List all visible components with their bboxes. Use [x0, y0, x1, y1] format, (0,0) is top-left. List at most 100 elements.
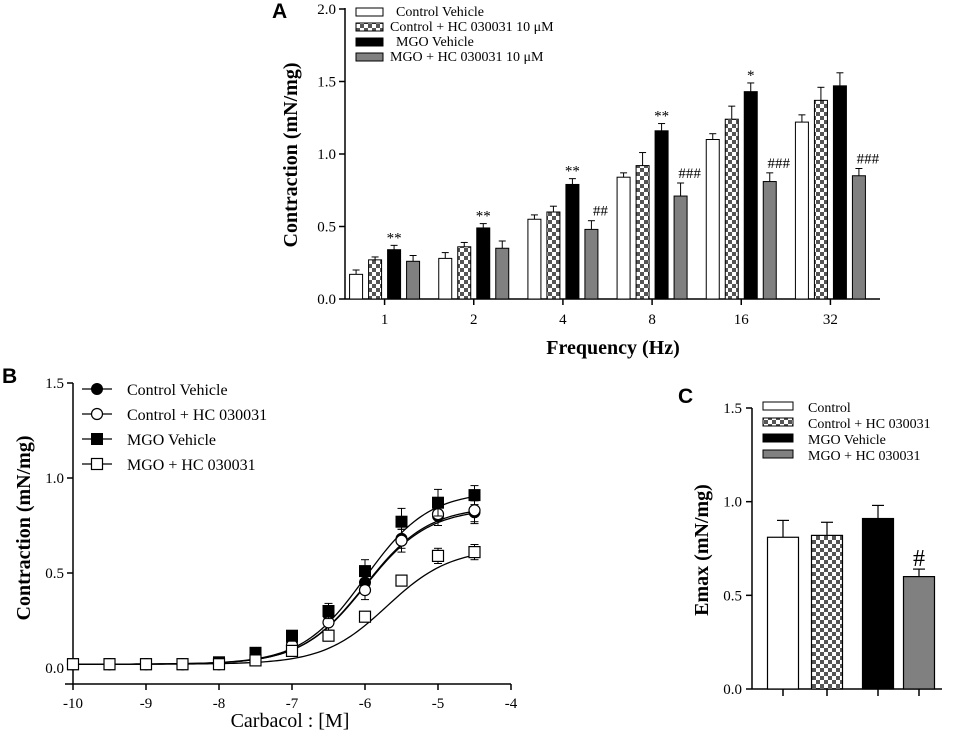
panel-b-point-control-hc	[358, 583, 372, 597]
panel-a-bar-control-vehicle	[616, 176, 631, 300]
panel-c-chart: C 0.0 0.5 1.0 1.5 # Emax (mN/mg) ControlCon…	[678, 385, 942, 698]
panel-a-chart: A 0.0 0.5 1.0 1.5 2.0 1 2 4 8 16 32 ** ** ** ## ** ### *…	[272, 0, 880, 359]
panel-b-x-tick-label: -8	[213, 696, 226, 712]
panel-b-point-mgo-hc	[431, 549, 445, 563]
panel-a-bar-control-vehicle	[705, 139, 720, 300]
panel-c-legend-swatch-mgo-vehicle	[762, 433, 794, 443]
panel-b-x-tick-label: -4	[505, 696, 518, 712]
panel-a-y-tick-label: 0.0	[317, 292, 336, 308]
panel-a-bar-control-vehicle	[349, 273, 364, 300]
panel-a-significance-label: **	[565, 164, 580, 180]
panel-a-x-tick-label: 1	[381, 312, 389, 328]
panel-a-bar-mgo-hc	[762, 181, 777, 300]
panel-a-bar-mgo-vehicle	[565, 183, 580, 300]
panel-b-y-tick-label: 1.0	[45, 471, 64, 487]
panel-b-point-mgo-hc	[176, 658, 189, 671]
panel-a-x-tick-label: 2	[470, 312, 478, 328]
panel-b-legend-marker-mgo-vehicle	[91, 433, 103, 445]
panel-b-x-tick-label: -10	[63, 696, 83, 712]
panel-a-bar-mgo-vehicle	[743, 91, 758, 300]
panel-a-legend-swatch-control-hc	[355, 22, 384, 32]
panel-a-bar-mgo-hc	[584, 228, 599, 300]
panel-c-y-tick-label: 1.0	[723, 495, 742, 511]
panel-c-bar-control-vehicle	[766, 536, 800, 690]
panel-a-significance-label: **	[387, 230, 402, 246]
panel-a-significance-label: ###	[678, 166, 701, 182]
panel-a-legend-swatch-mgo-hc	[355, 52, 384, 62]
panel-a-bar-control-hc	[457, 246, 472, 300]
panel-b-point-mgo-hc	[103, 658, 116, 671]
panel-a-x-tick-label: 4	[559, 312, 567, 328]
panel-a-bar-control-vehicle	[527, 218, 542, 300]
panel-b-legend: Control Vehicle Control + HC 030031 MGO Ve…	[82, 382, 267, 474]
panel-a-significance-label: ###	[768, 156, 791, 172]
panel-c-y-tick-label: 0.5	[723, 588, 742, 604]
panel-c-legend-label-mgo-hc: MGO + HC 030031	[808, 449, 921, 464]
panel-a-bar-control-hc	[724, 118, 739, 300]
panel-c-significance-label: #	[913, 546, 925, 572]
panel-a-y-tick-label: 1.5	[317, 75, 336, 91]
panel-b-point-mgo-vehicle	[359, 565, 371, 578]
panel-b-point-mgo-vehicle	[468, 489, 481, 502]
panel-c-legend-label-control-vehicle: Control	[808, 401, 851, 416]
panel-b-x-tick-label: -7	[286, 696, 299, 712]
panel-c-legend-label-mgo-vehicle: MGO Vehicle	[808, 433, 886, 448]
panel-b-point-mgo-hc	[212, 658, 226, 671]
panel-c-legend-swatch-control-hc	[762, 417, 794, 427]
panel-b-legend-marker-control-vehicle	[91, 383, 103, 395]
panel-a-legend-label-mgo-hc: MGO + HC 030031 10 μM	[390, 50, 544, 65]
panel-a-bar-mgo-hc	[406, 260, 421, 300]
panel-b-point-control-hc	[468, 504, 481, 517]
panel-b-point-mgo-hc	[139, 658, 153, 671]
panel-b-y-tick-label: 1.5	[45, 376, 64, 392]
panel-b-legend-label-mgo-vehicle: MGO Vehicle	[127, 432, 216, 449]
panel-a-bar-control-hc	[635, 165, 650, 300]
panel-b-x-tick-label: -6	[359, 696, 372, 712]
panel-b-y-axis-label: Contraction (mN/mg)	[13, 436, 35, 621]
panel-a-bar-mgo-hc	[851, 175, 866, 300]
panel-b-letter: B	[2, 365, 17, 388]
panel-a-bar-control-hc	[368, 259, 383, 300]
panel-a-y-tick-label: 0.5	[317, 220, 336, 236]
panel-a-legend-swatch-control-vehicle	[355, 7, 384, 17]
panel-b-x-tick-label: -9	[140, 696, 153, 712]
panel-b-legend-label-control-hc: Control + HC 030031	[127, 407, 267, 424]
panel-a-y-tick-label: 1.0	[317, 147, 336, 163]
panel-a-y-tick-label: 2.0	[317, 2, 336, 18]
panel-c-letter: C	[678, 385, 693, 408]
panel-c-y-axis-label: Emax (mN/mg)	[691, 484, 713, 616]
panel-b-point-mgo-hc	[468, 545, 481, 559]
panel-b-legend-marker-mgo-hc	[90, 457, 104, 471]
panel-a-significance-label: **	[654, 109, 669, 125]
panel-a-legend-label-mgo-vehicle: MGO Vehicle	[396, 35, 474, 50]
panel-b-fit-curve-mgo-vehicle	[73, 495, 475, 665]
panel-a-bar-mgo-hc	[673, 195, 688, 300]
panel-a-bar-control-hc	[813, 99, 828, 300]
panel-b-point-mgo-hc	[358, 610, 372, 623]
panel-c-bar-mgo-vehicle	[861, 517, 895, 690]
panel-b-point-control-hc	[395, 534, 408, 547]
panel-c-bar-control-hc	[810, 534, 844, 690]
panel-b-fit-curve-control-vehicle	[73, 512, 475, 665]
panel-a-bar-control-hc	[546, 211, 561, 300]
panel-a-x-tick-label: 32	[823, 312, 838, 328]
panel-c-y-tick-label: 1.5	[723, 401, 742, 417]
panel-a-letter: A	[272, 0, 287, 23]
panel-b-point-mgo-hc	[66, 658, 80, 671]
panel-a-bar-mgo-vehicle	[387, 249, 402, 300]
panel-a-legend-label-control-vehicle: Control Vehicle	[396, 5, 484, 20]
panel-a-legend-swatch-mgo-vehicle	[355, 37, 384, 47]
panel-a-bar-control-vehicle	[794, 121, 809, 300]
panel-b-point-mgo-vehicle	[395, 515, 408, 528]
panel-a-significance-label: *	[747, 68, 755, 84]
panel-a-legend-label-control-hc: Control + HC 030031 10 μM	[390, 20, 554, 35]
panel-a-x-axis-label: Frequency (Hz)	[546, 337, 680, 359]
panel-a-significance-label: **	[476, 209, 491, 225]
panel-b-y-tick-label: 0.0	[45, 661, 64, 677]
panel-c-y-tick-label: 0.0	[723, 682, 742, 698]
panel-c-legend-swatch-mgo-hc	[762, 449, 794, 459]
panel-b-point-mgo-vehicle	[286, 629, 298, 642]
panel-a-bar-mgo-vehicle	[832, 85, 847, 300]
